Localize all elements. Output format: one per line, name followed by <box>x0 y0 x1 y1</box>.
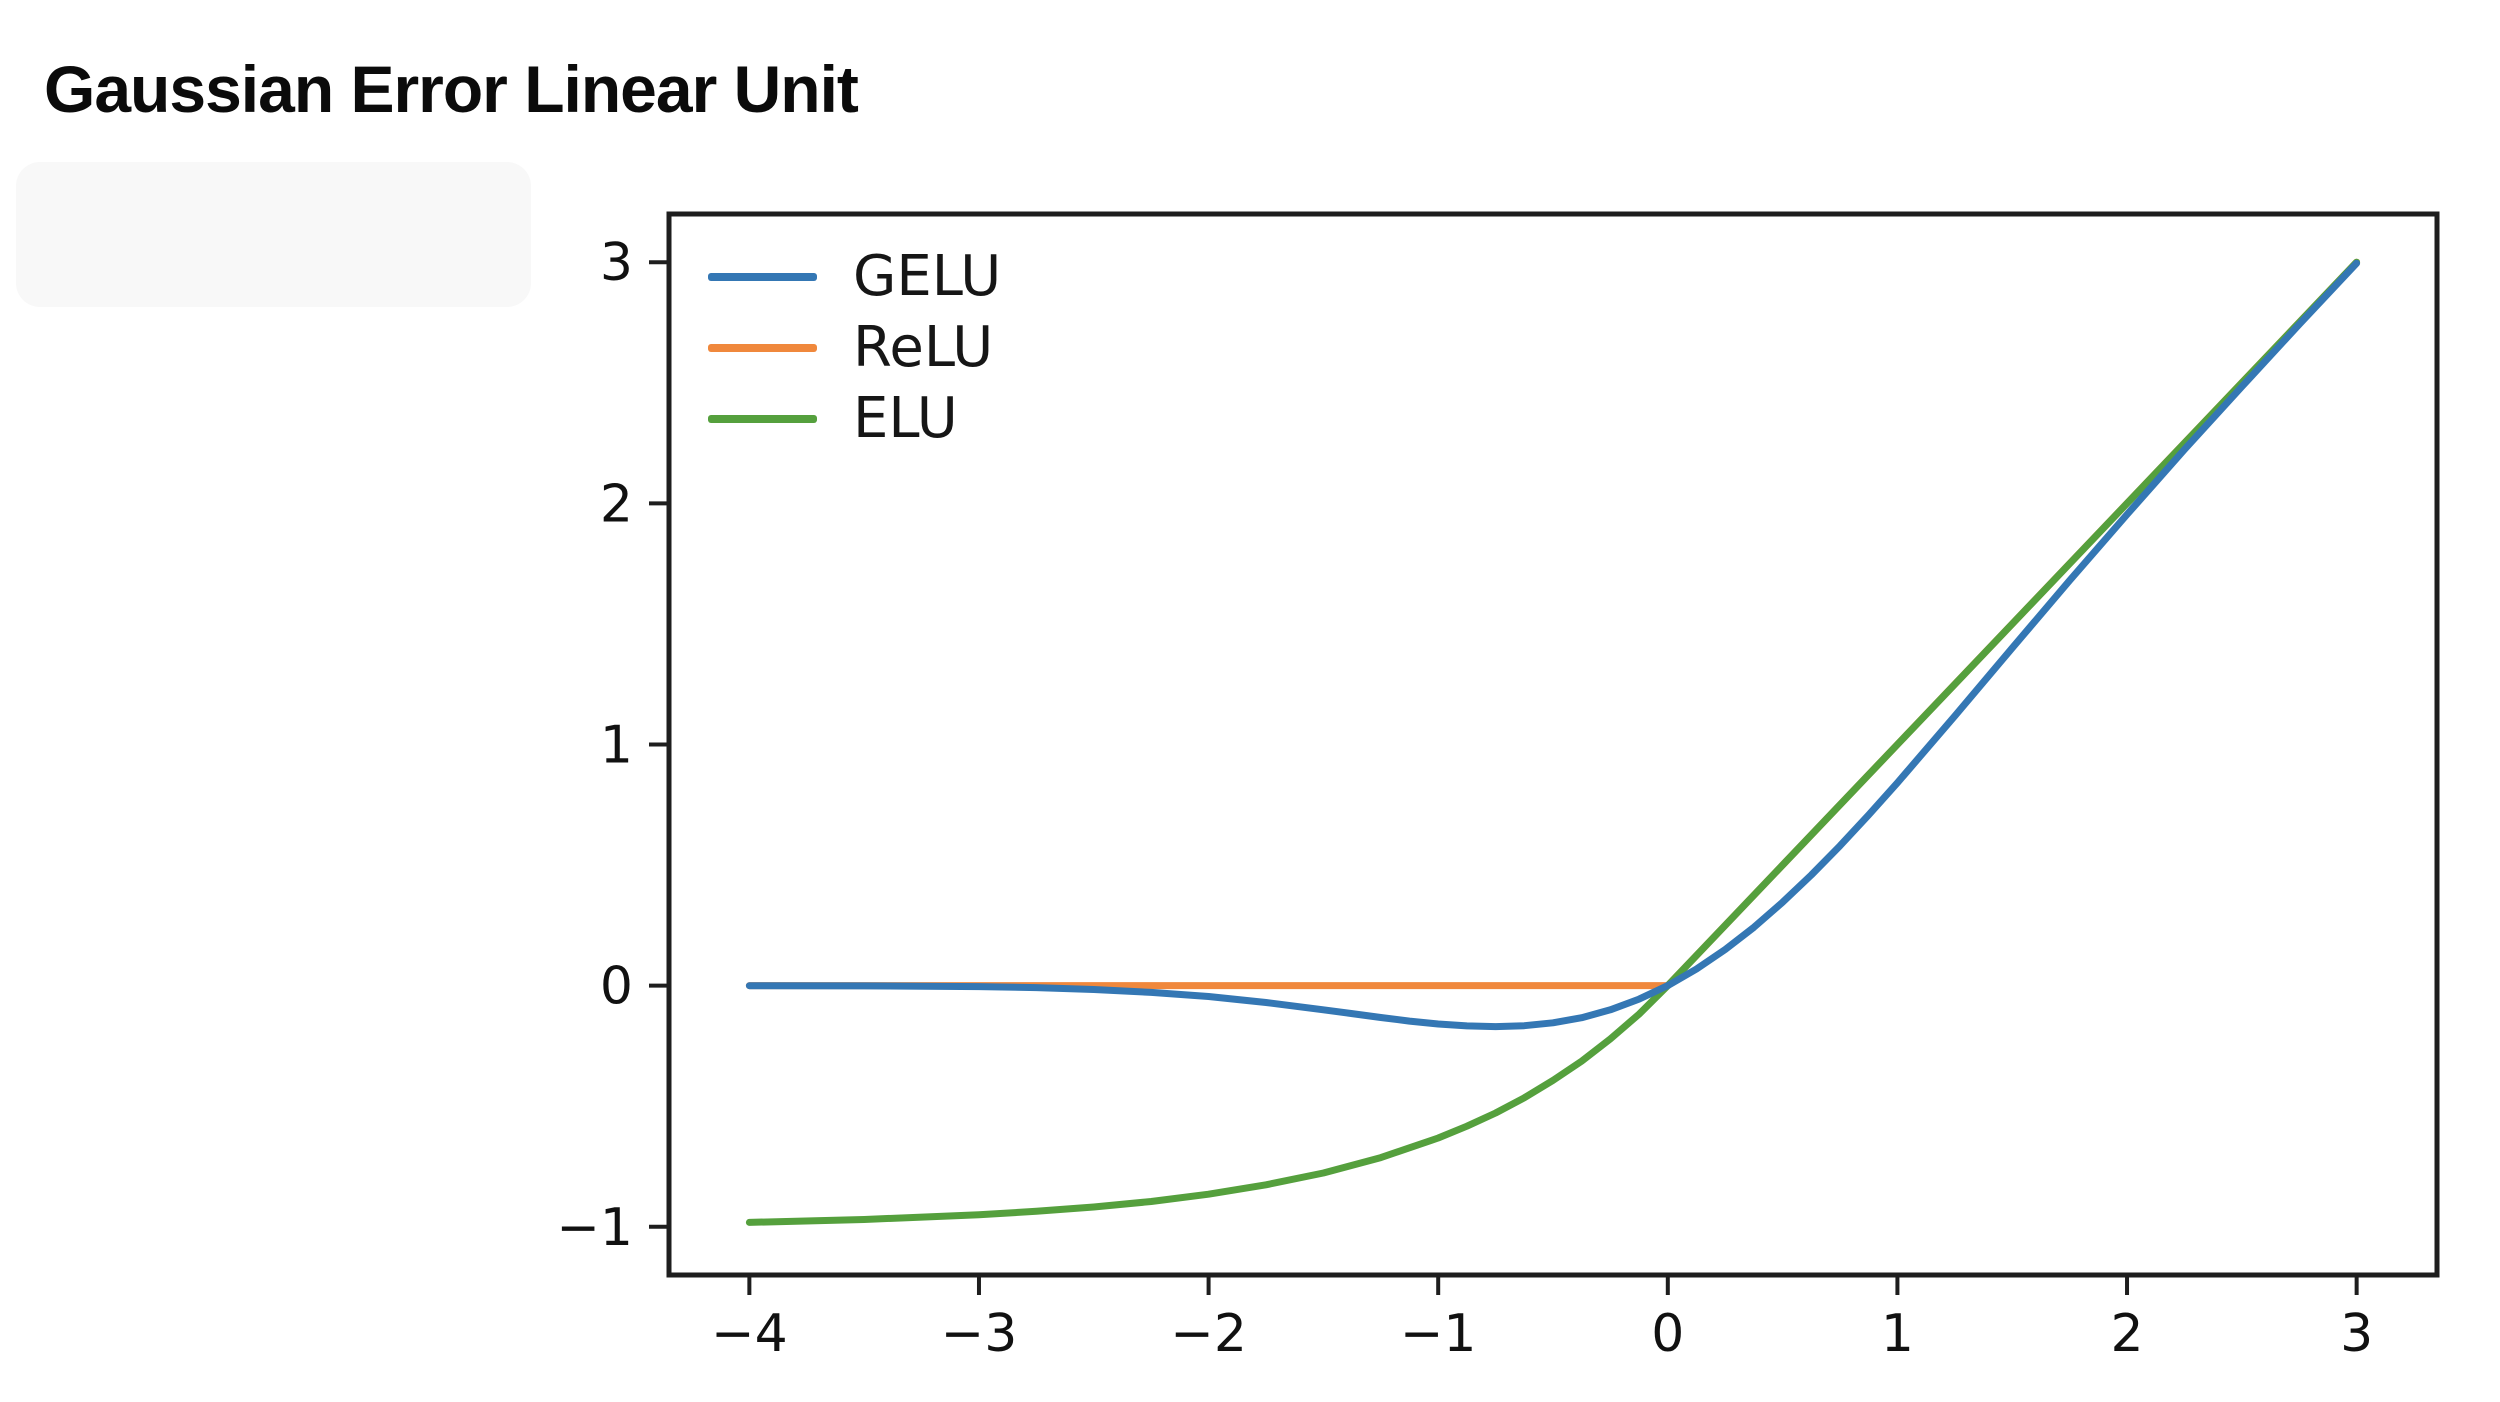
y-tick-label: 0 <box>600 957 633 1017</box>
x-tick-label: 0 <box>1651 1304 1684 1364</box>
y-tick-label: 2 <box>600 474 633 534</box>
series-line-gelu <box>745 259 2361 1031</box>
x-tick-label: 3 <box>2340 1304 2373 1364</box>
y-tick-label: −1 <box>556 1198 633 1258</box>
legend-label-relu: ReLU <box>853 315 994 380</box>
axes-frame <box>666 211 2440 1278</box>
legend-item-elu: ELU <box>708 384 958 454</box>
series-line-elu <box>745 258 2361 1226</box>
gelu-line-swatch <box>708 273 817 281</box>
y-tick-label: 3 <box>600 233 633 293</box>
x-tick-label: −3 <box>941 1304 1018 1364</box>
x-tick-label: −2 <box>1170 1304 1247 1364</box>
legend-item-relu: ReLU <box>708 313 993 383</box>
watermark-box <box>16 162 531 307</box>
legend-label-elu: ELU <box>853 386 958 451</box>
chart-title: Gaussian Error Linear Unit <box>44 52 859 126</box>
x-tick-label: −4 <box>711 1304 788 1364</box>
legend-item-gelu: GELU <box>708 242 1001 312</box>
elu-line-swatch <box>708 415 817 423</box>
x-tick-label: 1 <box>1881 1304 1914 1364</box>
relu-line-swatch <box>708 344 817 352</box>
x-tick-label: 2 <box>2110 1304 2143 1364</box>
y-tick-label: 1 <box>600 716 633 776</box>
legend-label-gelu: GELU <box>853 244 1002 309</box>
x-tick-label: −1 <box>1400 1304 1477 1364</box>
